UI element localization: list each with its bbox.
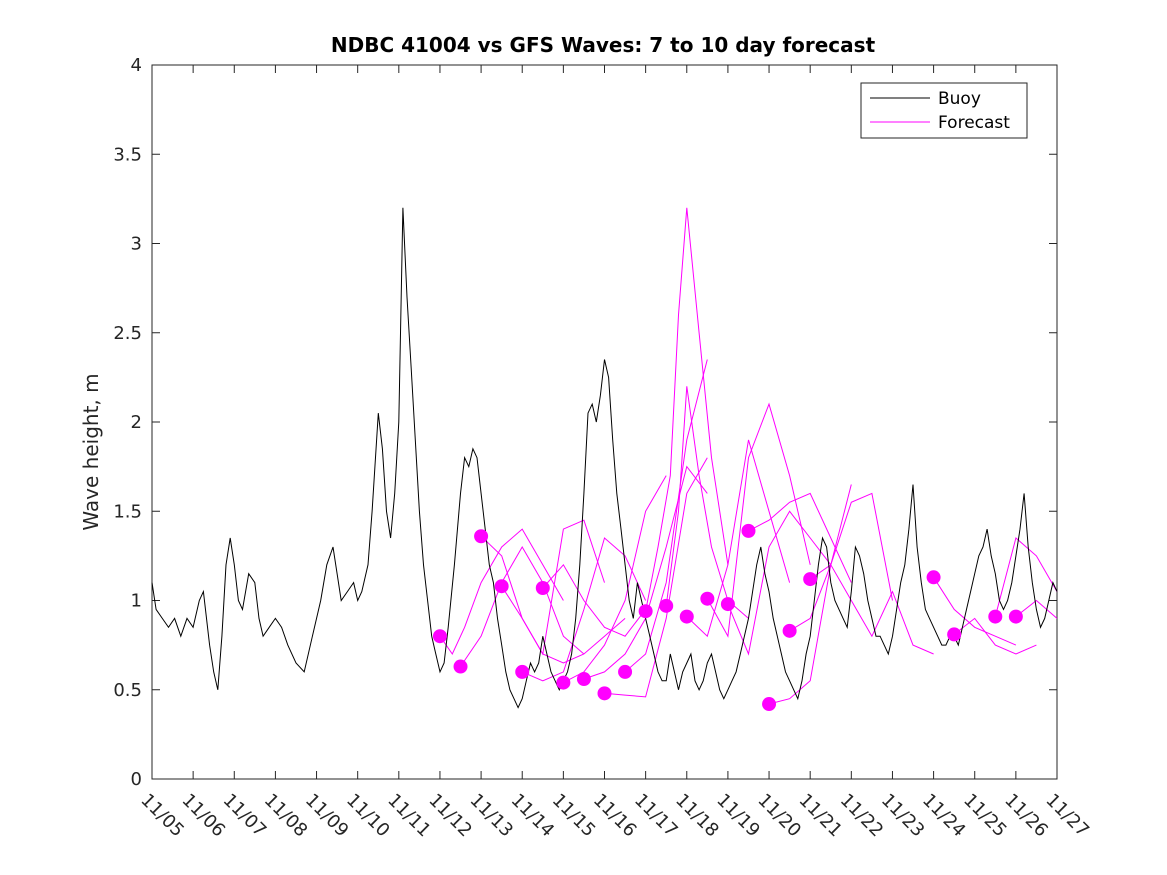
forecast-marker bbox=[494, 579, 509, 594]
y-tick-label: 3 bbox=[131, 234, 142, 255]
buoy-line bbox=[151, 207, 1058, 709]
forecast-marker bbox=[947, 627, 962, 642]
forecast-line bbox=[604, 457, 708, 698]
forecast-line bbox=[727, 510, 832, 656]
forecast-marker bbox=[474, 529, 489, 544]
forecast-line bbox=[439, 528, 564, 656]
forecast-marker bbox=[741, 523, 756, 538]
forecast-line bbox=[480, 535, 626, 664]
forecast-marker bbox=[597, 686, 612, 701]
forecast-marker bbox=[720, 597, 735, 612]
forecast-line bbox=[542, 563, 646, 637]
legend-buoy-label: Buoy bbox=[938, 89, 981, 109]
y-tick-label: 1 bbox=[131, 591, 142, 612]
forecast-marker bbox=[679, 609, 694, 624]
forecast-marker bbox=[556, 675, 571, 690]
forecast-line bbox=[768, 484, 852, 705]
forecast-marker bbox=[618, 664, 633, 679]
forecast-line bbox=[1015, 599, 1058, 619]
forecast-marker bbox=[700, 591, 715, 606]
forecast-line bbox=[789, 492, 893, 632]
y-tick-label: 4 bbox=[131, 55, 142, 76]
forecast-line bbox=[624, 359, 708, 673]
chart-title: NDBC 41004 vs GFS Waves: 7 to 10 day for… bbox=[331, 33, 876, 57]
y-tick-label: 2 bbox=[131, 412, 142, 433]
forecast-line bbox=[706, 402, 811, 638]
y-tick-label: 2.5 bbox=[113, 323, 142, 344]
y-axis-label: Wave height, m bbox=[79, 373, 103, 530]
forecast-line bbox=[809, 564, 934, 655]
forecast-marker bbox=[988, 609, 1003, 624]
forecast-marker bbox=[638, 604, 653, 619]
forecast-line bbox=[686, 439, 791, 638]
y-tick-label: 0.5 bbox=[113, 680, 142, 701]
forecast-marker bbox=[515, 664, 530, 679]
forecast-marker bbox=[803, 572, 818, 587]
legend-forecast-label: Forecast bbox=[938, 113, 1010, 133]
forecast-line bbox=[522, 537, 647, 682]
forecast-marker bbox=[926, 570, 941, 585]
forecast-line bbox=[748, 492, 852, 583]
forecast-line bbox=[645, 207, 729, 612]
forecast-marker bbox=[762, 697, 777, 712]
forecast-line bbox=[501, 519, 605, 656]
legend-box bbox=[860, 82, 1028, 139]
y-tick-label: 0 bbox=[131, 769, 142, 790]
forecast-line bbox=[953, 617, 1037, 655]
forecast-marker bbox=[453, 659, 468, 674]
forecast-line bbox=[994, 537, 1058, 617]
y-tick-label: 1.5 bbox=[113, 501, 142, 522]
forecast-marker bbox=[1008, 609, 1023, 624]
forecast-marker bbox=[659, 598, 674, 613]
forecast-marker bbox=[576, 672, 591, 687]
forecast-line bbox=[933, 577, 1017, 646]
forecast-marker bbox=[432, 629, 447, 644]
forecast-marker bbox=[535, 581, 550, 596]
legend: Buoy Forecast bbox=[860, 82, 1028, 139]
forecast-marker bbox=[782, 623, 797, 638]
forecast-line bbox=[460, 545, 585, 667]
y-tick-label: 3.5 bbox=[113, 144, 142, 165]
